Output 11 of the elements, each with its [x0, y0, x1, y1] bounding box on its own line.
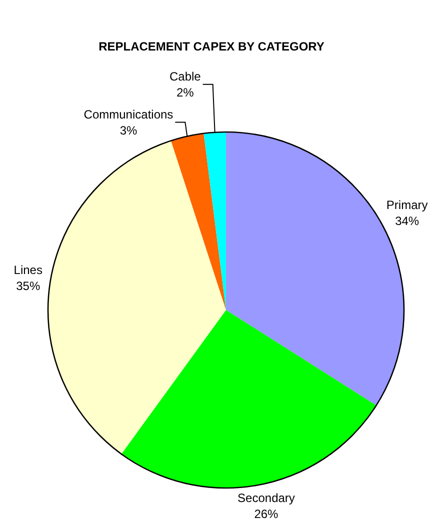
- slice-label: Communications: [84, 108, 174, 122]
- slice-label: Cable: [169, 70, 202, 84]
- data-label: 26%: [254, 506, 279, 521]
- data-label: 35%: [16, 279, 40, 294]
- data-label: 2%: [176, 86, 194, 100]
- slice-label: Secondary: [238, 490, 295, 505]
- chart-title: REPLACEMENT CAPEX BY CATEGORY: [98, 39, 324, 54]
- data-label: 3%: [120, 124, 138, 138]
- data-label: 34%: [395, 214, 420, 228]
- slice-label: Primary: [386, 198, 428, 212]
- slice-label: Lines: [14, 263, 42, 278]
